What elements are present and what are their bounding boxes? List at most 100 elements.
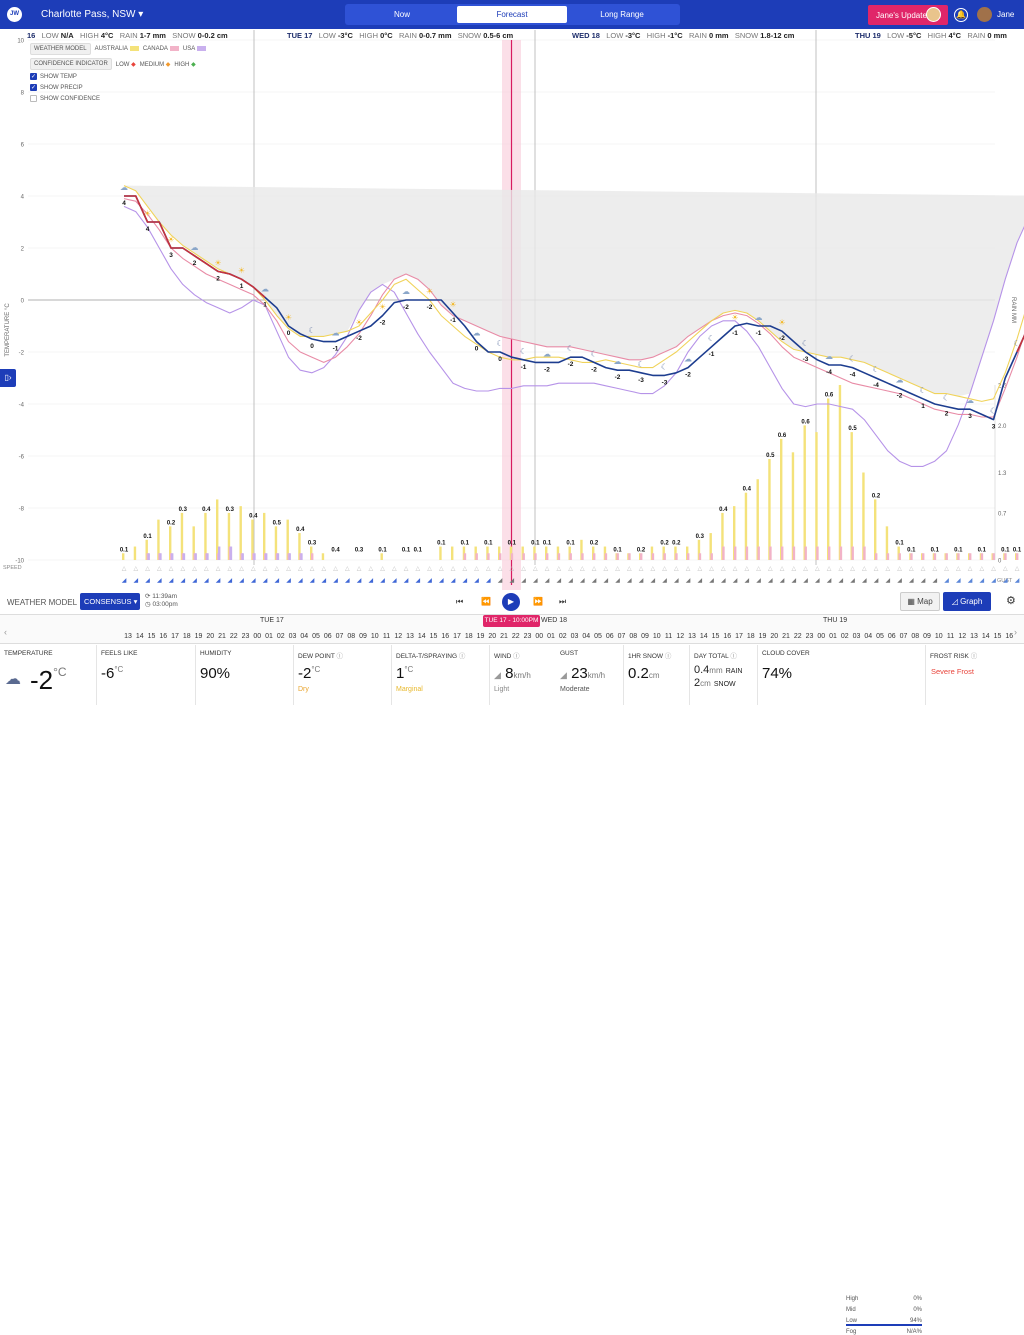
show-temp-checkbox[interactable]: ✓ SHOW TEMP: [30, 73, 206, 80]
timeline-hour[interactable]: 18: [746, 633, 755, 640]
timeline-hour[interactable]: 01: [265, 633, 273, 640]
timeline-hour[interactable]: 22: [511, 633, 520, 640]
timeline-hour[interactable]: 20: [770, 633, 779, 640]
legend-model-canada[interactable]: CANADA: [143, 45, 179, 52]
timeline-hour[interactable]: 15: [147, 633, 156, 640]
timeline-hour[interactable]: 04: [864, 633, 873, 640]
timeline-hour[interactable]: 00: [535, 633, 544, 640]
user-avatar[interactable]: [977, 7, 992, 22]
info-icon[interactable]: ⓘ: [664, 653, 672, 660]
map-view-button[interactable]: ▦ Map: [900, 592, 940, 611]
timeline-hour[interactable]: 08: [629, 633, 638, 640]
timeline-hour[interactable]: 07: [899, 633, 908, 640]
weather-model-toggle[interactable]: WEATHER MODEL: [30, 43, 91, 55]
timeline-hour[interactable]: 16: [1005, 633, 1014, 640]
timeline-hour[interactable]: 10: [934, 633, 943, 640]
tab-forecast[interactable]: Forecast: [457, 6, 567, 23]
chevron-left-icon[interactable]: ‹: [4, 627, 7, 637]
timeline-hour[interactable]: 14: [135, 633, 144, 640]
timeline-hour[interactable]: 16: [159, 633, 168, 640]
timeline-hour[interactable]: 12: [394, 633, 403, 640]
timeline-hour[interactable]: 13: [124, 633, 132, 640]
timeline-hour[interactable]: 11: [946, 633, 955, 640]
timeline-hour[interactable]: 06: [323, 633, 332, 640]
timeline-hour[interactable]: 05: [594, 633, 602, 640]
timeline-hour[interactable]: 18: [464, 633, 473, 640]
app-logo[interactable]: JW: [7, 7, 22, 22]
timeline-hour[interactable]: 23: [523, 633, 532, 640]
timeline-hour[interactable]: 16: [723, 633, 732, 640]
graph-view-button[interactable]: ◿ Graph: [943, 592, 991, 611]
play-icon[interactable]: ▶: [502, 593, 520, 611]
timeline-hour[interactable]: 08: [347, 633, 356, 640]
timeline-hour[interactable]: 13: [970, 633, 978, 640]
bell-icon[interactable]: 🔔: [954, 8, 968, 22]
confidence-indicator-toggle[interactable]: CONFIDENCE INDICATOR: [30, 58, 112, 70]
timeline-hour[interactable]: 02: [558, 633, 567, 640]
info-icon[interactable]: ⓘ: [458, 653, 466, 660]
timeline-hour[interactable]: 06: [605, 633, 614, 640]
timeline-hour[interactable]: 00: [253, 633, 262, 640]
timeline-hour[interactable]: 16: [441, 633, 450, 640]
timeline-hour[interactable]: 10: [370, 633, 379, 640]
timeline-hour[interactable]: 20: [206, 633, 215, 640]
timeline-hour[interactable]: 06: [887, 633, 896, 640]
hour-timeline[interactable]: TUE 17 WED 18 THU 19 TUE 17 - 10:00PM ‹ …: [0, 614, 1024, 644]
timeline-hour[interactable]: 04: [300, 633, 309, 640]
location-selector[interactable]: Charlotte Pass, NSW ▾: [41, 9, 143, 20]
gear-icon[interactable]: ⚙: [1006, 595, 1016, 607]
timeline-hour[interactable]: 15: [993, 633, 1002, 640]
sidebar-toggle-button[interactable]: ▯›: [0, 369, 16, 387]
skip-end-icon[interactable]: ⏭: [559, 597, 567, 606]
timeline-hour[interactable]: 05: [876, 633, 884, 640]
timeline-hour[interactable]: 11: [382, 633, 391, 640]
timeline-hour[interactable]: 22: [793, 633, 802, 640]
timeline-hour[interactable]: 02: [840, 633, 849, 640]
timeline-hour[interactable]: 02: [276, 633, 285, 640]
timeline-hour[interactable]: 05: [312, 633, 320, 640]
info-icon[interactable]: ⓘ: [730, 653, 737, 660]
legend-model-australia[interactable]: AUSTRALIA: [95, 45, 139, 52]
timeline-hour[interactable]: 12: [958, 633, 967, 640]
timeline-hour[interactable]: 13: [406, 633, 414, 640]
timeline-hour[interactable]: 23: [805, 633, 814, 640]
chevron-right-icon[interactable]: ›: [1014, 627, 1017, 637]
selected-time-badge[interactable]: TUE 17 - 10:00PM: [483, 615, 540, 627]
timeline-hour[interactable]: 03: [570, 633, 579, 640]
timeline-hour[interactable]: 12: [676, 633, 685, 640]
skip-start-icon[interactable]: ⏮: [456, 597, 464, 606]
timeline-hour[interactable]: 19: [476, 633, 485, 640]
user-name[interactable]: Jane: [997, 10, 1015, 19]
timeline-hour[interactable]: 19: [758, 633, 767, 640]
timeline-hour[interactable]: 10: [652, 633, 661, 640]
timeline-hour[interactable]: 11: [664, 633, 673, 640]
timeline-hour[interactable]: 23: [241, 633, 250, 640]
timeline-hour[interactable]: 15: [429, 633, 438, 640]
info-icon[interactable]: ⓘ: [513, 653, 520, 660]
show-confidence-checkbox[interactable]: SHOW CONFIDENCE: [30, 95, 206, 102]
timeline-hour[interactable]: 14: [699, 633, 708, 640]
info-icon[interactable]: ⓘ: [336, 653, 344, 660]
timeline-hour[interactable]: 03: [288, 633, 297, 640]
timeline-hour[interactable]: 03: [852, 633, 861, 640]
tab-long-range[interactable]: Long Range: [600, 10, 644, 19]
timeline-hour[interactable]: 21: [218, 633, 226, 640]
timeline-hour[interactable]: 01: [829, 633, 837, 640]
forecast-chart[interactable]: 10 8 6 4 2 0 -2 -4 -6 -8 -10 TEMPERATURE °C RAIN MM 2…: [0, 30, 1024, 590]
timeline-hour[interactable]: 22: [229, 633, 238, 640]
fast-forward-icon[interactable]: ⏩: [533, 597, 543, 606]
info-icon[interactable]: ⓘ: [970, 653, 978, 660]
timeline-hour[interactable]: 09: [641, 633, 649, 640]
timeline-hour[interactable]: 21: [782, 633, 790, 640]
timeline-hour[interactable]: 04: [582, 633, 591, 640]
timeline-hour[interactable]: 14: [417, 633, 426, 640]
timeline-hour[interactable]: 18: [182, 633, 191, 640]
timeline-hour[interactable]: 15: [711, 633, 720, 640]
timeline-hour[interactable]: 08: [911, 633, 920, 640]
timeline-hour[interactable]: 17: [171, 633, 179, 640]
timeline-hour[interactable]: 17: [735, 633, 743, 640]
show-precip-checkbox[interactable]: ✓ SHOW PRECIP: [30, 84, 206, 91]
rewind-icon[interactable]: ⏪: [481, 597, 491, 606]
timeline-hour[interactable]: 21: [500, 633, 508, 640]
timeline-hour[interactable]: 09: [923, 633, 931, 640]
